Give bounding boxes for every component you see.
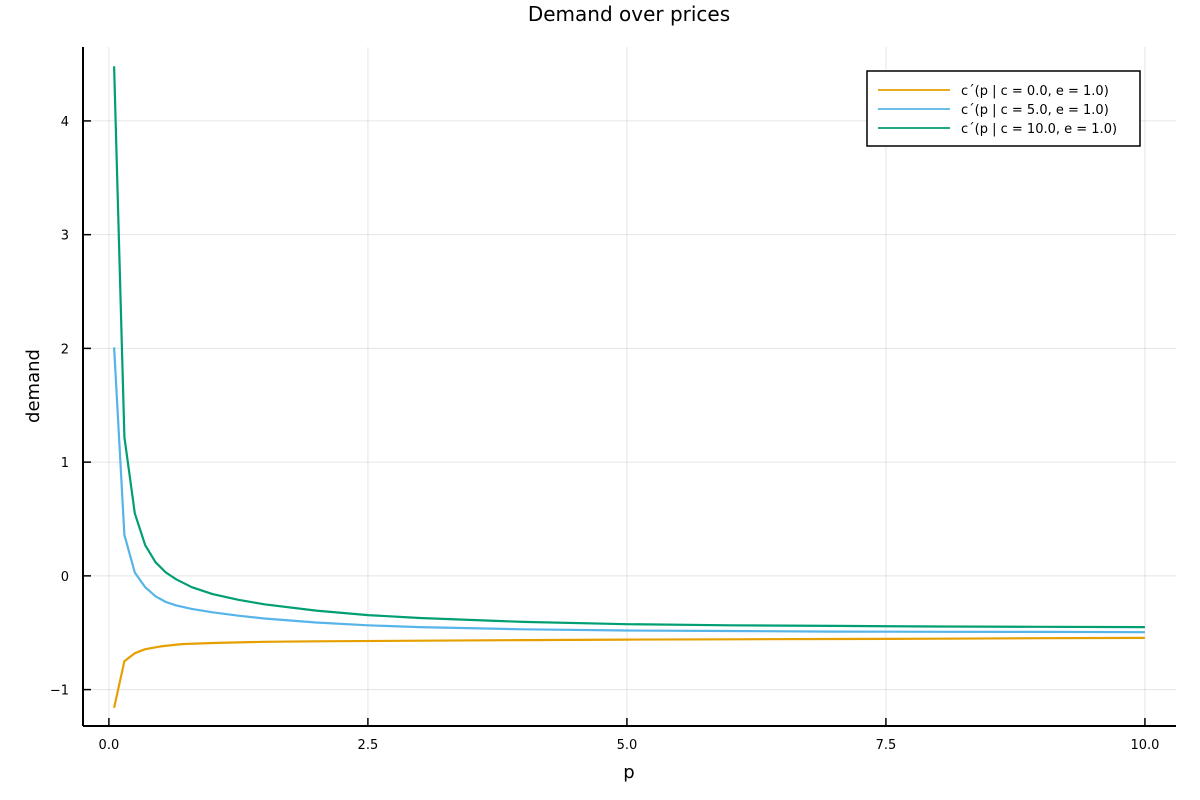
- y-axis-label: demand: [23, 349, 44, 423]
- y-tick-label: 2: [61, 342, 69, 357]
- chart-title: Demand over prices: [528, 2, 730, 26]
- legend-label-2: c´(p | c = 10.0, e = 1.0): [961, 122, 1117, 137]
- axis-layer: 0.0 2.5 5.0 7.5 10.0 −1 0 1 2 3 4: [50, 47, 1176, 753]
- legend-label-1: c´(p | c = 5.0, e = 1.0): [961, 103, 1109, 118]
- x-tick-label: 7.5: [876, 738, 897, 753]
- x-tick-label: 10.0: [1130, 738, 1159, 753]
- y-tick-label: 3: [61, 229, 69, 244]
- series-line-2: [113, 66, 1145, 629]
- y-tick-label: 0: [61, 570, 69, 585]
- series-line-0: [113, 636, 1145, 709]
- y-tick-label: 1: [61, 456, 69, 471]
- y-tick-label: 4: [61, 115, 69, 130]
- legend-items: c´(p | c = 0.0, e = 1.0) c´(p | c = 5.0, …: [878, 84, 1117, 137]
- x-tick-label: 0.0: [99, 738, 120, 753]
- x-axis-label: p: [623, 762, 634, 783]
- grid-layer: [83, 47, 1176, 726]
- legend-label-0: c´(p | c = 0.0, e = 1.0): [961, 84, 1109, 99]
- series-line-1: [113, 347, 1145, 634]
- x-tick-label: 5.0: [617, 738, 638, 753]
- legend: c´(p | c = 0.0, e = 1.0) c´(p | c = 5.0, …: [866, 70, 1141, 147]
- x-tick-label: 2.5: [358, 738, 379, 753]
- y-tick-label: −1: [50, 684, 69, 699]
- series-layer: [113, 66, 1145, 709]
